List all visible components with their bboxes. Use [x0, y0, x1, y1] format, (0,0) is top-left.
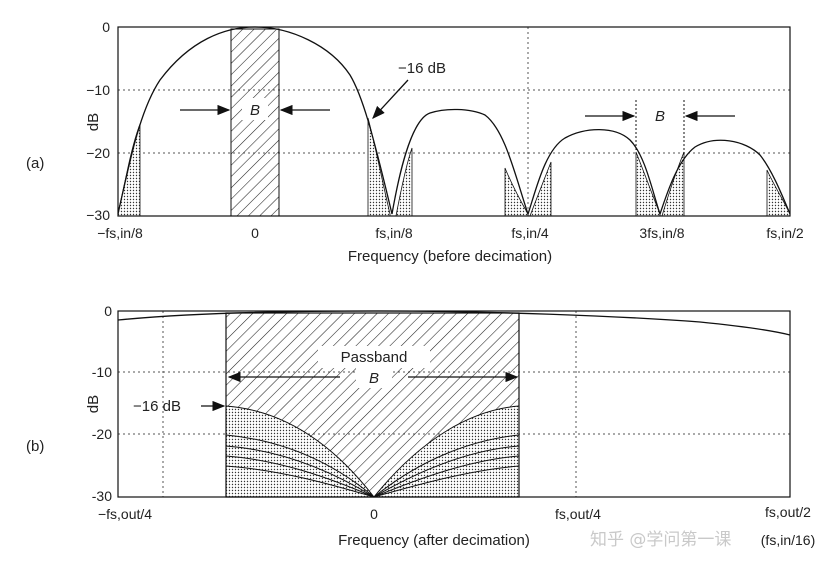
panel-b: Passband B −16 dB 0 -10 -20 -30 dB (b) −… — [26, 303, 815, 549]
b-ytick-3: -30 — [92, 488, 112, 504]
panel-b-16db-label: −16 dB — [133, 398, 181, 415]
b-ytick-0: 0 — [104, 303, 112, 319]
panel-a-alias-regions — [117, 117, 791, 217]
panel-b-passband-hatch — [226, 313, 519, 497]
panel-b-ylabel: dB — [85, 395, 102, 413]
panel-a-passband-hatch — [230, 28, 280, 217]
panel-b-label: (b) — [26, 438, 44, 455]
panel-a-xlabel: Frequency (before decimation) — [348, 248, 552, 265]
b-xtick-0: −fs,out/4 — [98, 506, 152, 522]
panel-a-band-label-right: B — [655, 108, 665, 125]
panel-a-grid — [118, 27, 790, 216]
a-ytick-0: 0 — [102, 19, 110, 35]
a-xtick-4: 3fs,in/8 — [639, 225, 684, 241]
panel-b-axes — [117, 310, 791, 498]
panel-b-passband-label: Passband — [341, 349, 408, 366]
panel-a-response-curve — [117, 26, 791, 217]
panel-b-xlabel: Frequency (after decimation) — [338, 532, 530, 549]
a-xtick-0: −fs,in/8 — [97, 225, 143, 241]
a-xtick-5: fs,in/2 — [766, 225, 804, 241]
a-xtick-3: fs,in/4 — [511, 225, 549, 241]
b-xtick-1: 0 — [370, 506, 378, 522]
b-ytick-1: -10 — [92, 364, 112, 380]
a-ytick-1: −10 — [86, 82, 110, 98]
b-xtick-extra: (fs,in/16) — [761, 532, 815, 548]
panel-a: 0 −10 −20 −30 dB (a) −fs,in/8 0 fs,in/8 … — [26, 19, 804, 265]
watermark: 知乎 @学问第一课 — [590, 530, 731, 550]
a-xtick-2: fs,in/8 — [375, 225, 413, 241]
panel-b-y-ticks: 0 -10 -20 -30 — [92, 303, 112, 504]
b-xtick-2: fs,out/4 — [555, 506, 601, 522]
panel-b-band-label: B — [369, 370, 379, 387]
a-ytick-3: −30 — [86, 207, 110, 223]
a-xtick-1: 0 — [251, 225, 259, 241]
panel-a-16db-arrow — [372, 79, 409, 119]
panel-a-axes — [117, 26, 791, 217]
panel-b-x-ticks: −fs,out/4 0 fs,out/4 fs,out/2 (fs,in/16) — [98, 504, 815, 548]
a-ytick-2: −20 — [86, 145, 110, 161]
panel-a-band-label: B — [250, 102, 260, 119]
b-xtick-3: fs,out/2 — [765, 504, 811, 520]
panel-a-label: (a) — [26, 155, 44, 172]
panel-b-passband-label-bg — [318, 346, 430, 368]
panel-b-response-curve — [117, 310, 791, 336]
panel-a-band-marker-right: B — [585, 100, 735, 152]
panel-a-y-ticks: 0 −10 −20 −30 — [86, 19, 110, 223]
panel-b-alias-region — [226, 406, 519, 497]
panel-a-16db-label: −16 dB — [398, 60, 446, 77]
panel-a-ylabel: dB — [85, 113, 102, 131]
panel-a-band-marker-left: B — [180, 98, 330, 120]
b-ytick-2: -20 — [92, 426, 112, 442]
panel-a-x-ticks: −fs,in/8 0 fs,in/8 fs,in/4 3fs,in/8 fs,i… — [97, 225, 804, 241]
